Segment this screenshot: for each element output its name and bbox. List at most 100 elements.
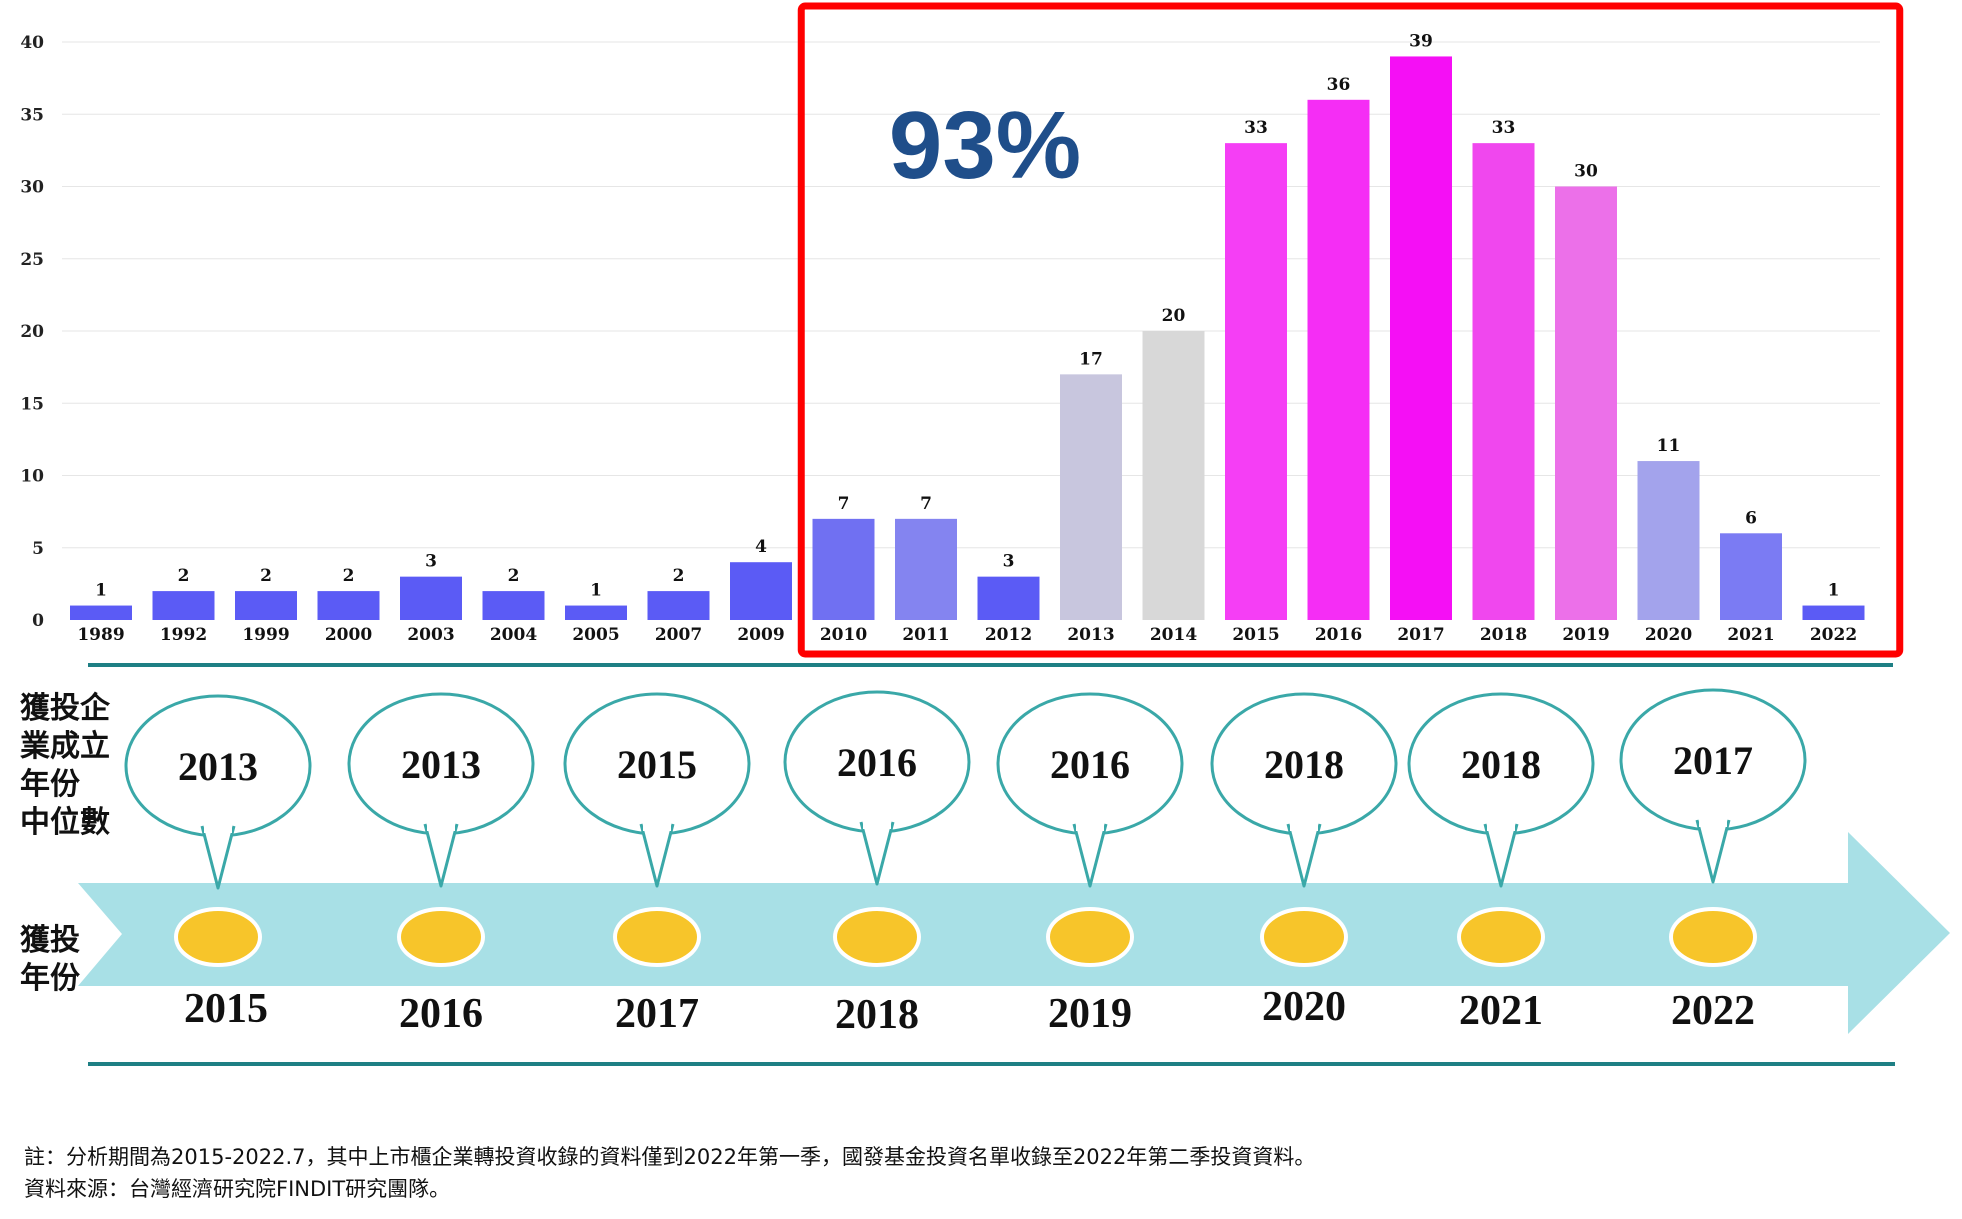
x-tick-label: 2020	[1645, 625, 1692, 645]
bubble-pointer-mask	[204, 821, 232, 833]
y-tick-label: 35	[20, 105, 44, 125]
bubble-pointer	[200, 825, 236, 890]
bar	[152, 591, 215, 620]
timeline-dot	[174, 907, 262, 967]
investment-year-label: 獲投 年份	[20, 923, 80, 996]
bar-value-label: 33	[1492, 118, 1516, 138]
x-tick-label: 2003	[407, 625, 454, 645]
bar	[1142, 331, 1205, 620]
x-tick-label: 2004	[490, 625, 537, 645]
highlight-box	[797, 2, 1904, 658]
median-bubble: 2016	[996, 692, 1184, 888]
median-year-value: 2018	[1264, 742, 1344, 787]
x-tick-label: 2021	[1727, 625, 1774, 645]
bar	[1637, 461, 1700, 620]
bubble-pointer	[1695, 819, 1731, 884]
y-tick-label: 10	[20, 467, 44, 487]
bubble-pointer	[1483, 823, 1519, 888]
bubble-pointer	[859, 821, 895, 886]
y-tick-label: 0	[32, 611, 44, 631]
bar-value-label: 2	[178, 566, 190, 586]
bar-value-label: 6	[1745, 508, 1757, 528]
x-tick-label: 2005	[572, 625, 619, 645]
note-line: 註：分析期間為2015-2022.7，其中上市櫃企業轉投資收錄的資料僅到2022…	[24, 1145, 1316, 1169]
x-tick-label: 2011	[902, 625, 949, 645]
median-bubble: 2018	[1407, 692, 1595, 888]
bubble-pointer	[639, 823, 675, 888]
median-year-value: 2015	[617, 742, 697, 787]
bar-value-label: 7	[920, 494, 932, 514]
bar	[482, 591, 545, 620]
timeline-dot	[613, 907, 701, 967]
y-tick-label: 20	[20, 322, 44, 342]
highlight-percentage: 93%	[889, 92, 1081, 199]
investment-year-value: 2017	[615, 991, 699, 1037]
bubble-pointer-mask	[863, 817, 891, 829]
investment-year-value: 2019	[1048, 991, 1132, 1037]
bubble-pointer	[423, 823, 459, 888]
x-tick-label: 2013	[1067, 625, 1114, 645]
bubble-pointer-mask	[1076, 819, 1104, 831]
bar	[400, 576, 462, 620]
bar	[1720, 533, 1782, 620]
bar-value-labels: 1 2 2 2 3 2 1 2 4 7 7 3 17 20 33 36 39 33 30 11 6 1	[95, 31, 1839, 600]
bar-value-label: 2	[508, 566, 520, 586]
bar-value-label: 1	[1828, 581, 1840, 601]
bar	[647, 591, 710, 620]
timeline-dot	[1669, 907, 1757, 967]
median-year-label: 獲投企 業成立 年份 中位數	[20, 691, 110, 840]
bar-value-label: 39	[1409, 31, 1433, 51]
x-tick-label: 2017	[1397, 625, 1444, 645]
x-tick-label: 2010	[820, 625, 867, 645]
investment-year-value: 2022	[1671, 988, 1755, 1034]
bar	[70, 605, 132, 620]
timeline-dot	[397, 907, 485, 967]
bubble-pointer	[1286, 823, 1322, 888]
timeline-dot	[1046, 907, 1134, 967]
median-year-value: 2016	[1050, 742, 1130, 787]
bubble-pointer-mask	[427, 819, 455, 831]
timeline-dot	[833, 907, 921, 967]
bar	[1555, 186, 1617, 620]
x-tick-label: 2018	[1480, 625, 1527, 645]
y-tick-label: 40	[20, 33, 44, 53]
median-year-value: 2018	[1461, 742, 1541, 787]
bar-value-label: 1	[590, 581, 602, 601]
timeline-dot	[1260, 907, 1348, 967]
bar-value-label: 36	[1327, 75, 1351, 95]
x-tick-label: 2014	[1150, 625, 1197, 645]
bar-value-label: 17	[1079, 349, 1103, 369]
median-year-value: 2017	[1673, 738, 1753, 783]
x-tick-label: 2000	[325, 625, 372, 645]
x-tick-label: 2019	[1562, 625, 1609, 645]
median-bubble: 2016	[783, 690, 971, 886]
median-year-value: 2016	[837, 740, 917, 785]
bar-value-label: 4	[755, 537, 767, 557]
bar-value-label: 3	[1003, 552, 1015, 572]
bar-value-label: 20	[1162, 306, 1186, 326]
median-bubble: 2017	[1619, 688, 1807, 884]
median-bubbles: 2013 2013 2015 2016 2016 2018 2018 2017	[124, 688, 1807, 890]
y-axis-ticks: 0 5 10 15 20 25 30 35 40	[20, 33, 44, 631]
bar	[812, 518, 875, 620]
bar-value-label: 7	[838, 494, 850, 514]
timeline-dots	[174, 907, 1757, 967]
bar	[235, 591, 297, 620]
x-tick-label: 2016	[1315, 625, 1362, 645]
y-tick-label: 30	[20, 178, 44, 198]
investment-year-value: 2020	[1262, 984, 1346, 1030]
x-tick-label: 2022	[1810, 625, 1857, 645]
investment-year-value: 2016	[399, 991, 483, 1037]
bar	[1225, 143, 1287, 620]
x-axis-ticks: 1989 1992 1999 2000 2003 2004 2005 2007 2009 2010…	[77, 625, 1857, 645]
y-tick-label: 5	[32, 539, 44, 559]
bar	[1307, 99, 1370, 621]
bar	[1060, 374, 1122, 620]
timeline-years: 2015 2016 2017 2018 2019 2020 2021 2022	[184, 984, 1755, 1038]
chart-grid	[62, 41, 1880, 549]
bubble-pointer-mask	[1487, 819, 1515, 831]
bar-value-label: 33	[1244, 118, 1268, 138]
x-tick-label: 1999	[242, 625, 289, 645]
median-bubble: 2013	[124, 694, 312, 890]
